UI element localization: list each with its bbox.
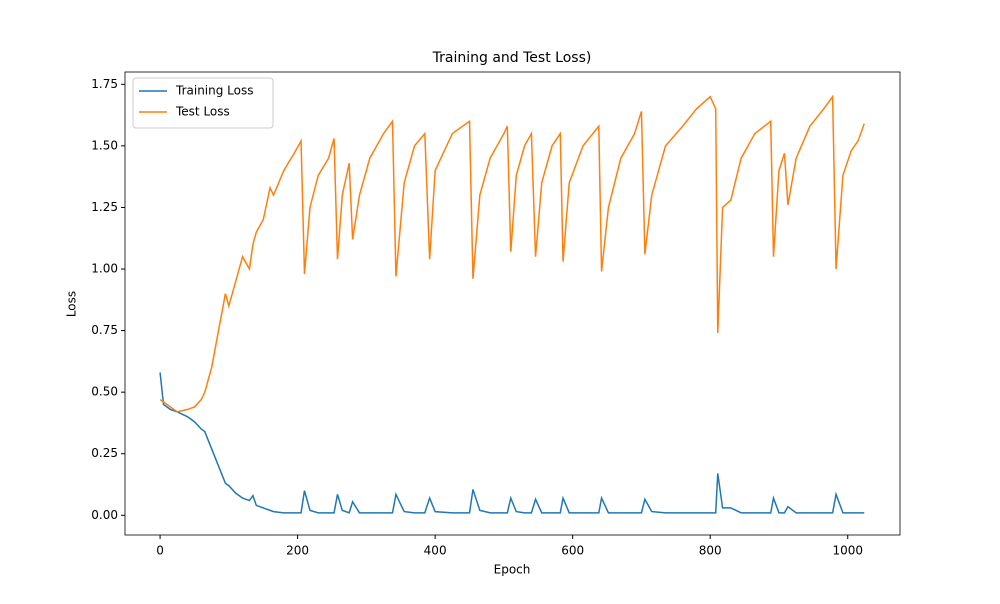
x-tick-label: 600 xyxy=(561,544,584,558)
y-axis-label: Loss xyxy=(65,291,79,317)
x-tick-label: 800 xyxy=(699,544,722,558)
x-tick-label: 200 xyxy=(286,544,309,558)
x-tick-label: 1000 xyxy=(832,544,863,558)
y-tick-label: 1.25 xyxy=(91,200,118,214)
legend-box xyxy=(132,77,274,129)
x-axis-label: Epoch xyxy=(494,563,531,577)
line-series xyxy=(159,94,865,413)
y-tick-label: 0.75 xyxy=(91,323,118,337)
y-tick-label: 0.50 xyxy=(91,385,118,399)
legend-label: Test Loss xyxy=(175,105,230,119)
x-tick-label: 400 xyxy=(424,544,447,558)
y-tick-label: 1.50 xyxy=(91,138,118,152)
plot-frame xyxy=(124,71,901,536)
y-tick-label: 1.00 xyxy=(91,262,118,276)
chart-title: Training and Test Loss) xyxy=(432,50,592,66)
x-tick-label: 0 xyxy=(156,544,164,558)
y-tick-label: 0.00 xyxy=(91,508,118,522)
y-tick-label: 1.75 xyxy=(91,77,118,91)
line-series xyxy=(159,372,865,514)
legend-label: Training Loss xyxy=(175,84,253,98)
y-tick-label: 0.25 xyxy=(91,446,118,460)
